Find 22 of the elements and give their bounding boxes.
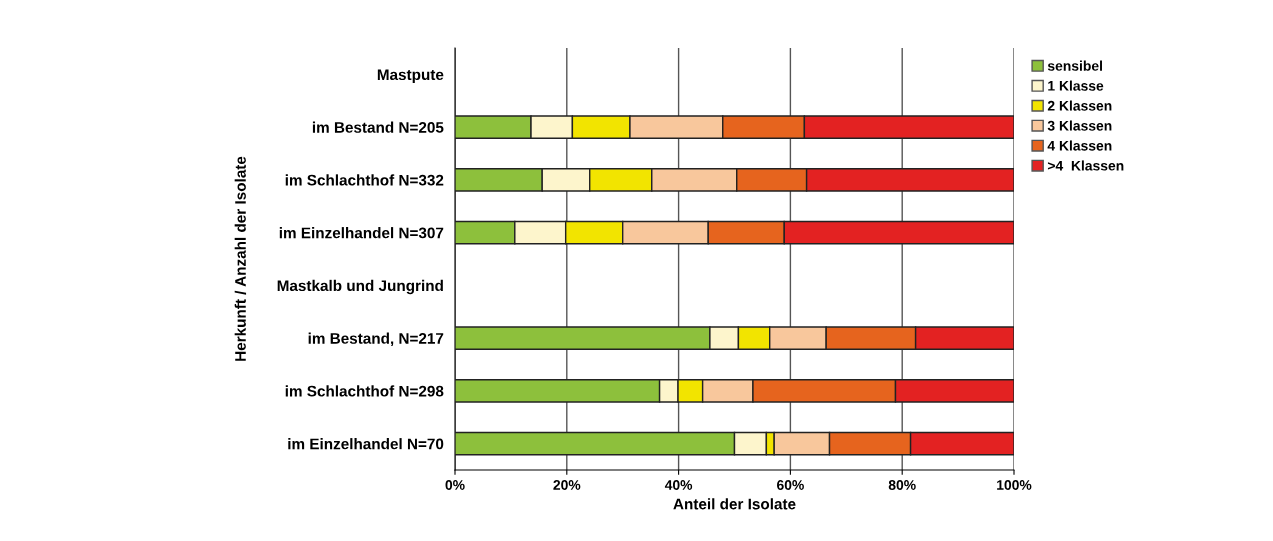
y-tick-label: Mastkalb und Jungrind	[277, 279, 443, 295]
y-tick-label: im Bestand N=205	[312, 121, 444, 133]
legend-label: sensibel	[1047, 60, 1102, 71]
y-tick-label: im Bestand, N=217	[308, 332, 444, 347]
y-tick-label: im Schlachthof N=332	[285, 174, 444, 186]
x-tick-label: 0%	[445, 480, 465, 490]
x-tick-label: 80%	[888, 480, 916, 490]
x-tick-label: 100%	[997, 480, 1032, 490]
y-tick-label: im Einzelhandel N=307	[279, 227, 444, 239]
x-tick-label: 20%	[553, 480, 581, 490]
y-tick-label: im Einzelhandel N=70	[288, 438, 444, 450]
x-axis-title: Anteil der Isolate	[673, 498, 796, 510]
y-tick-label: Mastpute	[377, 69, 444, 84]
legend-label: 1 Klasse	[1048, 80, 1104, 91]
legend-label: 2 Klassen	[1047, 100, 1112, 111]
y-axis-title: Herkunft / Anzahl der Isolate	[234, 156, 247, 361]
legend-label: >4 Klassen	[1047, 160, 1124, 171]
legend-label: 3 Klassen	[1047, 120, 1112, 131]
y-tick-label: im Schlachthof N=298	[285, 385, 444, 397]
legend-label: 4 Klassen	[1047, 140, 1112, 151]
x-tick-label: 40%	[664, 480, 693, 490]
x-tick-label: 60%	[777, 480, 804, 490]
